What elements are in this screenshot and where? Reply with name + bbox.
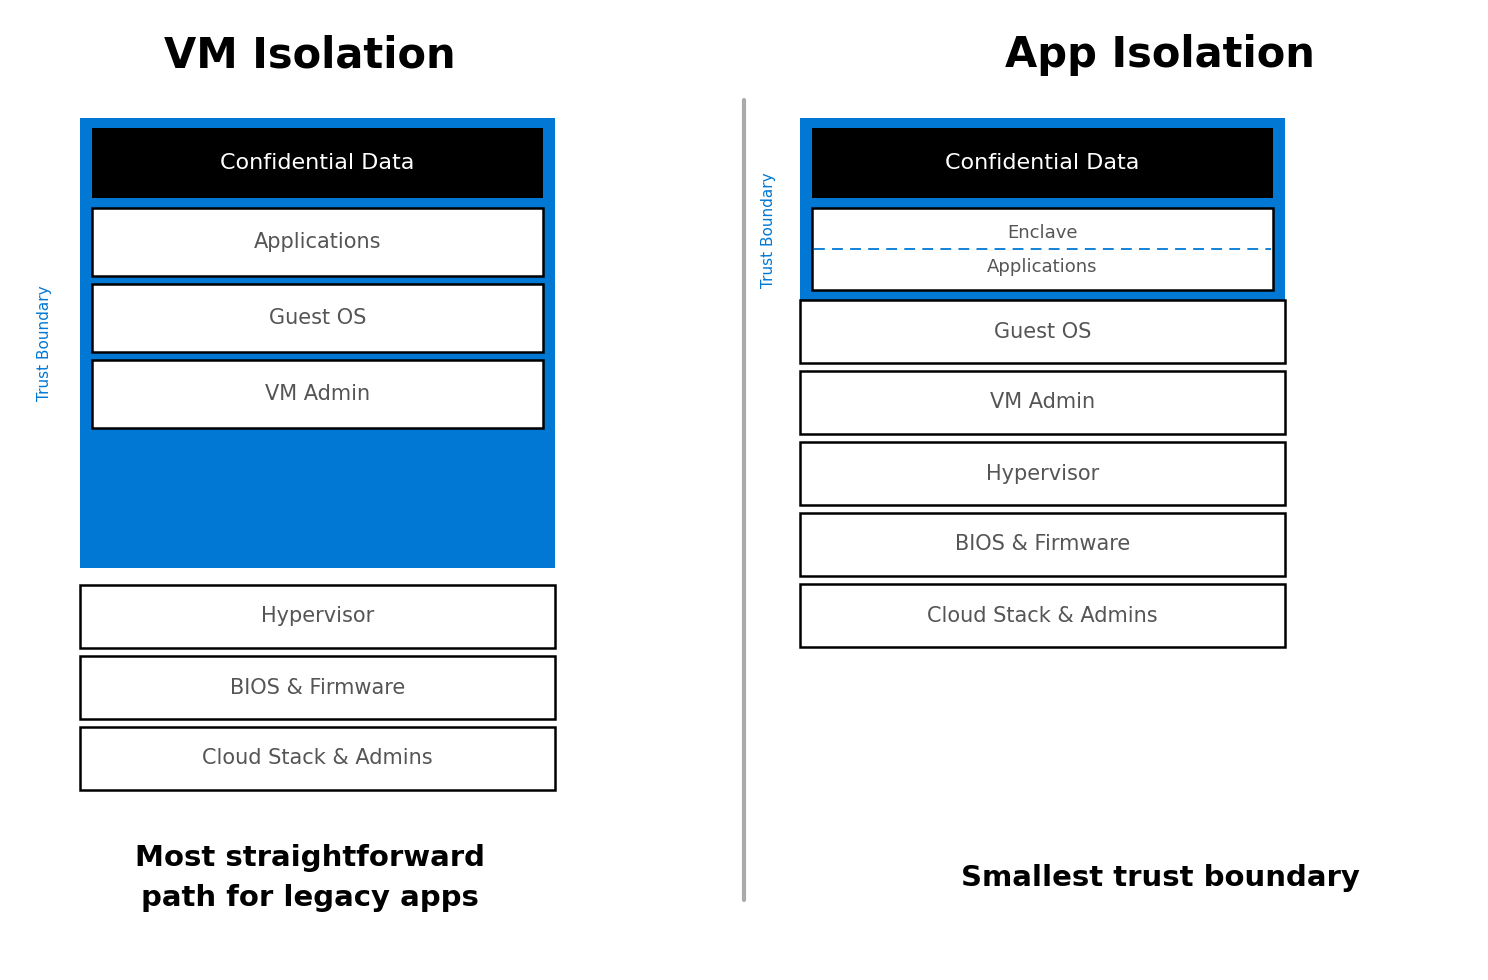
Bar bbox=[80, 656, 555, 719]
Text: Cloud Stack & Admins: Cloud Stack & Admins bbox=[927, 606, 1158, 625]
Text: Smallest trust boundary: Smallest trust boundary bbox=[961, 864, 1360, 892]
Bar bbox=[812, 128, 1274, 198]
Text: Applications: Applications bbox=[254, 232, 381, 252]
Bar bbox=[80, 118, 555, 568]
Bar bbox=[92, 128, 543, 198]
Bar bbox=[801, 371, 1286, 434]
Text: Applications: Applications bbox=[987, 258, 1098, 276]
Text: Guest OS: Guest OS bbox=[994, 321, 1091, 341]
Text: VM Admin: VM Admin bbox=[265, 384, 371, 404]
Text: VM Isolation: VM Isolation bbox=[164, 34, 455, 76]
Text: Cloud Stack & Admins: Cloud Stack & Admins bbox=[202, 749, 433, 768]
Text: BIOS & Firmware: BIOS & Firmware bbox=[955, 534, 1129, 555]
Text: Hypervisor: Hypervisor bbox=[987, 464, 1100, 483]
Text: Confidential Data: Confidential Data bbox=[945, 153, 1140, 173]
Bar bbox=[80, 727, 555, 790]
Bar bbox=[801, 584, 1286, 647]
Text: Confidential Data: Confidential Data bbox=[220, 153, 415, 173]
Bar bbox=[801, 442, 1286, 505]
Bar bbox=[92, 208, 543, 276]
Bar bbox=[812, 208, 1274, 290]
Text: Most straightforward
path for legacy apps: Most straightforward path for legacy app… bbox=[135, 845, 485, 911]
Text: VM Admin: VM Admin bbox=[990, 393, 1095, 413]
Bar bbox=[801, 300, 1286, 363]
Bar bbox=[801, 118, 1286, 353]
Text: Hypervisor: Hypervisor bbox=[260, 607, 373, 626]
Text: Enclave: Enclave bbox=[1007, 223, 1077, 242]
Bar bbox=[801, 513, 1286, 576]
Bar bbox=[92, 360, 543, 428]
Text: Trust Boundary: Trust Boundary bbox=[37, 285, 52, 401]
Text: App Isolation: App Isolation bbox=[1004, 34, 1315, 76]
Bar bbox=[92, 284, 543, 352]
Bar bbox=[80, 585, 555, 648]
Text: Trust Boundary: Trust Boundary bbox=[760, 172, 775, 288]
Text: Guest OS: Guest OS bbox=[269, 308, 366, 328]
Text: BIOS & Firmware: BIOS & Firmware bbox=[229, 677, 405, 698]
